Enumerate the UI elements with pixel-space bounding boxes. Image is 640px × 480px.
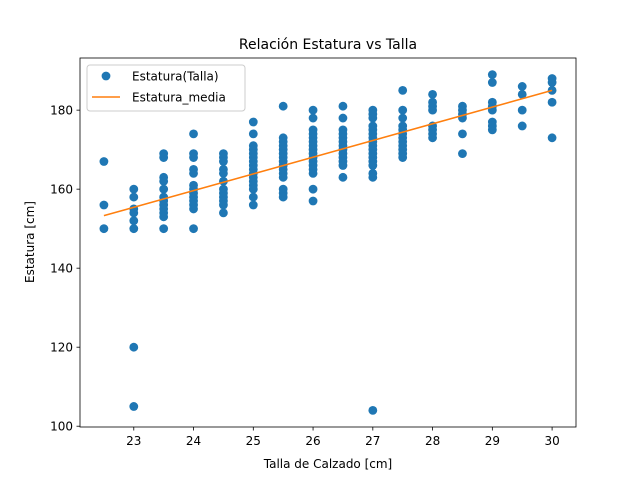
- scatter-point: [129, 192, 139, 202]
- scatter-point: [368, 113, 378, 123]
- scatter-point: [99, 224, 109, 234]
- axes-frame: [79, 57, 577, 428]
- x-tick-label: 27: [365, 434, 380, 448]
- scatter-point: [189, 129, 198, 139]
- x-tick-label: 24: [186, 434, 201, 448]
- scatter-point: [278, 172, 288, 182]
- scatter-point: [547, 97, 557, 107]
- x-axis: 23 24 25 26 27 28 29 30: [126, 427, 560, 448]
- scatter-point: [338, 113, 348, 123]
- x-tick-label: 29: [485, 434, 500, 448]
- scatter-point: [308, 105, 318, 115]
- legend-marker-scatter: [101, 71, 111, 81]
- x-tick-label: 30: [544, 434, 559, 448]
- legend-label-line: Estatura_media: [132, 91, 226, 105]
- scatter-point: [219, 157, 228, 166]
- scatter-point: [159, 184, 169, 194]
- scatter-point: [248, 200, 258, 210]
- scatter-point: [517, 82, 527, 91]
- scatter-point: [428, 89, 437, 99]
- scatter-point: [487, 125, 497, 135]
- mean-line: [103, 89, 553, 217]
- scatter-point: [398, 105, 408, 115]
- legend: Estatura(Talla) Estatura_media: [86, 64, 246, 112]
- scatter-point: [308, 196, 318, 206]
- scatter-point: [308, 184, 318, 194]
- scatter-point: [308, 168, 318, 178]
- scatter-point: [547, 78, 557, 87]
- y-axis: 100 120 140 160 180: [50, 104, 80, 434]
- scatter-point: [189, 153, 198, 162]
- scatter-point: [398, 113, 408, 123]
- scatter-point: [219, 168, 228, 178]
- scatter-point: [428, 133, 437, 143]
- scatter-point: [368, 161, 378, 170]
- x-tick-label: 25: [246, 434, 261, 448]
- scatter-point: [458, 149, 467, 159]
- y-tick-label: 120: [50, 341, 73, 355]
- scatter-point: [308, 113, 318, 123]
- scatter-point: [99, 157, 109, 166]
- scatter-point: [458, 129, 467, 139]
- scatter-point: [517, 89, 527, 99]
- scatter-point: [368, 172, 378, 182]
- scatter-point: [517, 105, 527, 115]
- scatter-point: [338, 101, 348, 111]
- scatter-point: [159, 212, 169, 222]
- scatter-point: [368, 406, 378, 415]
- scatter-point: [99, 200, 109, 210]
- scatter-point: [398, 85, 408, 95]
- line-series: [103, 89, 553, 217]
- scatter-point: [248, 117, 258, 127]
- scatter-point: [487, 70, 497, 79]
- y-tick-label: 140: [50, 262, 73, 276]
- x-tick-label: 23: [126, 434, 141, 448]
- scatter-point: [189, 224, 198, 234]
- scatter-point: [159, 176, 169, 186]
- x-tick-label: 28: [425, 434, 440, 448]
- scatter-point: [129, 216, 139, 226]
- scatter-point: [219, 208, 228, 218]
- x-tick-label: 26: [305, 434, 320, 448]
- y-tick-label: 100: [50, 420, 73, 434]
- scatter-point: [248, 192, 258, 202]
- scatter-point: [338, 172, 348, 182]
- legend-box: [86, 64, 246, 112]
- y-tick-label: 160: [50, 183, 73, 197]
- scatter-point: [248, 184, 258, 194]
- scatter-point: [428, 105, 437, 115]
- scatter-point: [487, 78, 497, 87]
- scatter-point: [129, 184, 139, 194]
- scatter-point: [278, 192, 288, 202]
- scatter-point: [278, 101, 288, 111]
- y-axis-label: Estatura [cm]: [23, 201, 37, 283]
- scatter-point: [398, 153, 408, 162]
- scatter-point: [219, 200, 228, 210]
- scatter-point: [248, 129, 258, 139]
- scatter-point: [189, 204, 198, 214]
- scatter-point: [159, 224, 169, 234]
- scatter-point: [129, 402, 139, 411]
- scatter-point: [547, 133, 557, 143]
- legend-label-scatter: Estatura(Talla): [132, 70, 219, 84]
- scatter-point: [129, 208, 139, 218]
- scatter-point: [129, 224, 139, 234]
- scatter-point: [517, 121, 527, 131]
- scatter-point: [338, 161, 348, 170]
- scatter-point: [189, 168, 198, 178]
- scatter-point: [159, 153, 169, 162]
- scatter-point: [129, 342, 139, 352]
- x-axis-label: Talla de Calzado [cm]: [263, 457, 393, 471]
- y-tick-label: 180: [50, 104, 73, 118]
- chart-title: Relación Estatura vs Talla: [239, 37, 417, 53]
